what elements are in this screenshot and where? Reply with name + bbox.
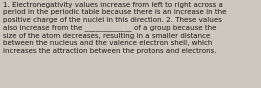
Text: 1. Electronegativity values increase from left to right across a
period in the p: 1. Electronegativity values increase fro… [3, 2, 226, 54]
